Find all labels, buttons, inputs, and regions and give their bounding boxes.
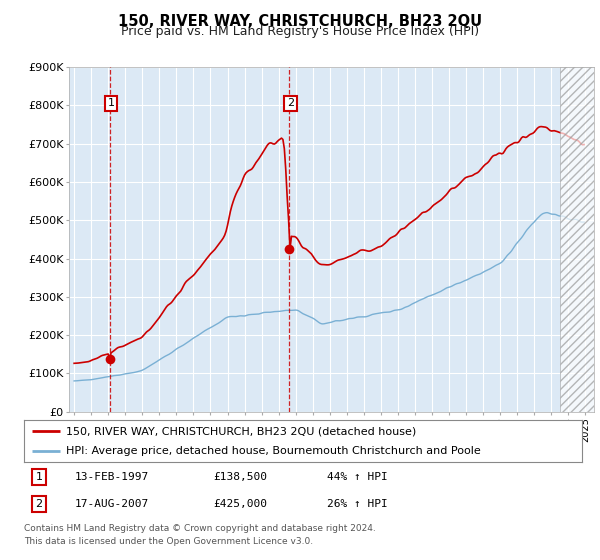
Text: This data is licensed under the Open Government Licence v3.0.: This data is licensed under the Open Gov…	[24, 537, 313, 546]
Bar	[560, 67, 594, 412]
Text: 1: 1	[107, 99, 115, 109]
Text: 13-FEB-1997: 13-FEB-1997	[75, 472, 149, 482]
Text: 2: 2	[35, 499, 43, 509]
Text: Price paid vs. HM Land Registry's House Price Index (HPI): Price paid vs. HM Land Registry's House …	[121, 25, 479, 38]
Text: 44% ↑ HPI: 44% ↑ HPI	[327, 472, 388, 482]
Text: HPI: Average price, detached house, Bournemouth Christchurch and Poole: HPI: Average price, detached house, Bour…	[66, 446, 481, 456]
Text: 150, RIVER WAY, CHRISTCHURCH, BH23 2QU (detached house): 150, RIVER WAY, CHRISTCHURCH, BH23 2QU (…	[66, 426, 416, 436]
Text: 17-AUG-2007: 17-AUG-2007	[75, 499, 149, 509]
Text: 1: 1	[35, 472, 43, 482]
Text: £138,500: £138,500	[213, 472, 267, 482]
Text: £425,000: £425,000	[213, 499, 267, 509]
Text: 26% ↑ HPI: 26% ↑ HPI	[327, 499, 388, 509]
Text: 150, RIVER WAY, CHRISTCHURCH, BH23 2QU: 150, RIVER WAY, CHRISTCHURCH, BH23 2QU	[118, 14, 482, 29]
Text: 2: 2	[287, 99, 294, 109]
Text: Contains HM Land Registry data © Crown copyright and database right 2024.: Contains HM Land Registry data © Crown c…	[24, 524, 376, 533]
